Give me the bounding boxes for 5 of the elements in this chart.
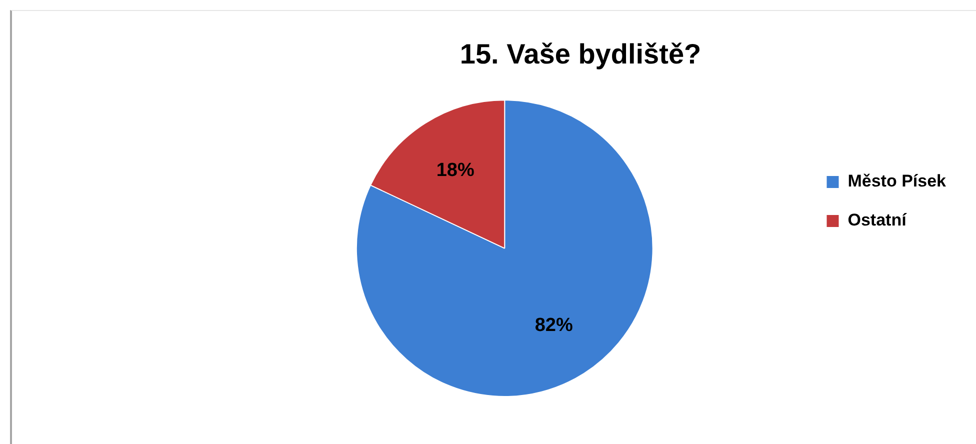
legend-label: Ostatní	[848, 210, 908, 230]
chart-title: 15. Vaše bydliště?	[460, 38, 702, 70]
legend-label: Město Písek	[848, 172, 947, 191]
data-label: 18%	[436, 160, 474, 181]
data-label: 82%	[534, 315, 573, 336]
